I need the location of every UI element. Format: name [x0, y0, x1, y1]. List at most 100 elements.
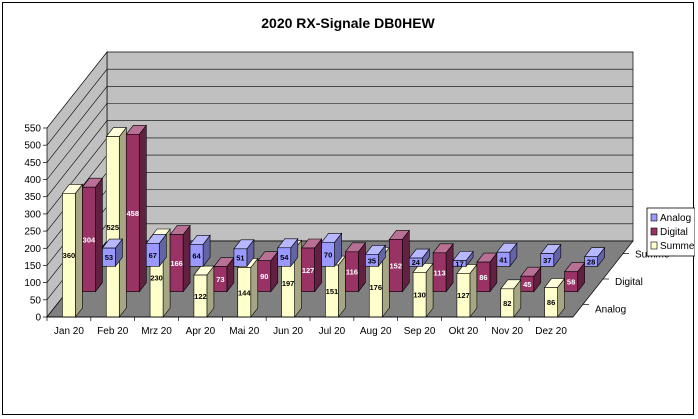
gridline	[46, 120, 633, 197]
x-tick-label: Jul 20	[319, 326, 346, 337]
data-label: 54	[280, 253, 289, 262]
data-label: 86	[479, 273, 487, 282]
data-label: 197	[282, 279, 295, 288]
data-label: 176	[369, 283, 382, 292]
bar	[145, 243, 160, 267]
data-label: 230	[150, 273, 163, 282]
x-tick-label: Mai 20	[229, 326, 259, 337]
legend-swatch	[650, 227, 658, 236]
data-label: 17	[455, 259, 463, 268]
bar	[520, 275, 535, 292]
bar-side	[119, 126, 127, 318]
bar	[277, 247, 292, 267]
data-label: 70	[324, 250, 332, 259]
y-tick-label: 100	[24, 278, 41, 289]
depth-label: Analog	[595, 304, 626, 315]
y-tick-label: 550	[24, 124, 41, 135]
data-label: 122	[194, 292, 207, 301]
data-label: 458	[126, 209, 139, 218]
data-label: 90	[260, 272, 268, 281]
y-tick-label: 350	[24, 192, 41, 203]
bar	[345, 251, 359, 292]
legend-label: Analog	[660, 213, 691, 224]
chart-frame: 2020 RX-Signale DB0HEW 0 50 100 150 200 250 30…	[2, 2, 695, 415]
data-label: 151	[326, 287, 339, 296]
x-tick-label: Jan 20	[54, 326, 84, 337]
x-tick-label: Mrz 20	[141, 326, 172, 337]
data-label: 113	[434, 268, 446, 277]
bar-side	[250, 257, 259, 318]
legend-swatch	[650, 241, 658, 250]
x-tick-label: Apr 20	[186, 326, 216, 337]
data-label: 525	[106, 223, 119, 232]
bar-side	[338, 255, 346, 318]
bar	[169, 234, 184, 292]
depth-label: Digital	[615, 277, 643, 288]
x-tick-label: Sep 20	[404, 326, 436, 337]
bar-side	[401, 229, 410, 293]
back-wall	[106, 51, 634, 242]
y-tick-label: 300	[24, 209, 41, 220]
data-label: 82	[503, 299, 511, 308]
data-label: 144	[238, 288, 251, 297]
bar	[388, 239, 403, 292]
bar	[321, 241, 335, 267]
legend-label: Summe	[660, 241, 695, 252]
bar	[365, 254, 379, 267]
bar-side	[95, 177, 103, 293]
data-label: 24	[412, 258, 421, 267]
y-tick-label: 150	[24, 261, 41, 272]
data-label: 86	[547, 298, 555, 307]
x-tick-label: Jun 20	[273, 326, 303, 337]
gridline	[46, 103, 633, 180]
x-tick-label: Dez 20	[535, 326, 567, 337]
data-label: 166	[170, 259, 183, 268]
bar	[564, 271, 578, 292]
data-label: 35	[368, 256, 376, 265]
bar-side	[75, 183, 83, 318]
data-label: 127	[457, 291, 470, 300]
data-label: 41	[499, 255, 507, 264]
x-tick-label: Nov 20	[491, 326, 523, 337]
bar	[102, 247, 116, 267]
data-label: 28	[587, 258, 595, 267]
bar	[496, 251, 511, 267]
data-label: 130	[413, 291, 426, 300]
data-label: 304	[83, 235, 96, 244]
bar	[257, 260, 272, 292]
y-tick-label: 500	[24, 141, 41, 152]
data-label: 64	[192, 251, 201, 260]
y-tick-label: 0	[35, 313, 41, 324]
x-tick-label: Feb 20	[97, 326, 129, 337]
data-label: 37	[543, 256, 551, 265]
data-label: 53	[105, 253, 113, 262]
data-label: 73	[216, 275, 224, 284]
y-tick-label: 200	[24, 244, 41, 255]
bar	[476, 261, 491, 292]
data-label: 152	[389, 262, 402, 271]
bar	[233, 248, 248, 267]
gridline	[46, 68, 633, 146]
data-label: 116	[346, 268, 358, 277]
y-tick-label: 50	[30, 295, 42, 306]
plot-area: 0 50 100 150 200 250 300 350 400 450 500 550 360 525 2…	[24, 50, 695, 337]
bar-side	[182, 224, 191, 293]
bar	[213, 266, 228, 292]
bar	[189, 244, 204, 267]
bar	[125, 133, 140, 292]
x-tick-label: Aug 20	[360, 326, 392, 337]
bar	[408, 257, 423, 267]
data-label: 360	[63, 251, 76, 260]
x-tick-label: Okt 20	[449, 326, 479, 337]
legend-label: Digital	[660, 227, 688, 238]
y-tick-label: 250	[24, 227, 41, 238]
data-label: 51	[236, 254, 244, 263]
data-label: 67	[149, 251, 157, 260]
bar	[540, 253, 555, 267]
y-tick-label: 450	[24, 158, 41, 169]
y-tick-label: 400	[24, 175, 41, 186]
gridline	[46, 86, 633, 163]
bar	[584, 256, 598, 267]
data-label: 127	[302, 266, 315, 275]
data-label: 58	[567, 278, 575, 287]
